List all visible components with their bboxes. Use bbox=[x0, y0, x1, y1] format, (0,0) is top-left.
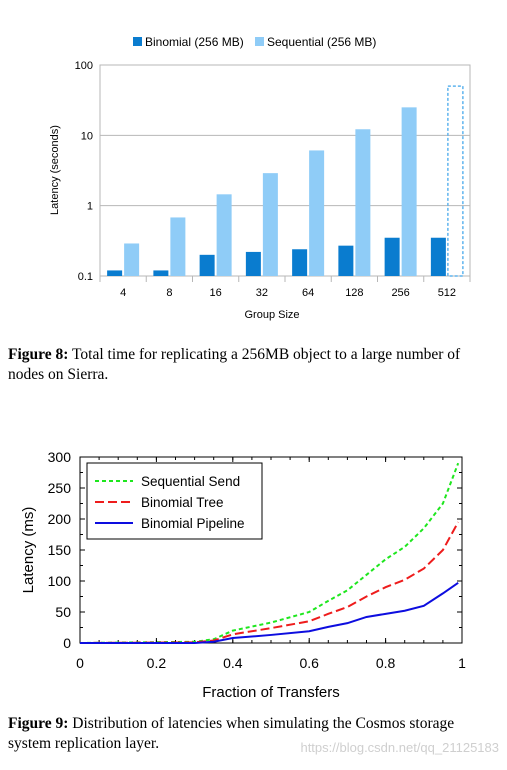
y-tick-label: 0.1 bbox=[78, 271, 93, 283]
y-tick-label: 200 bbox=[48, 511, 72, 527]
x-tick-label: 0.6 bbox=[299, 655, 319, 671]
caption-label: Figure 8: bbox=[8, 346, 69, 363]
bar bbox=[170, 217, 186, 276]
x-tick-label: 256 bbox=[391, 287, 409, 299]
x-tick-label: 0 bbox=[76, 655, 84, 671]
bar bbox=[245, 251, 261, 276]
x-tick-label: 1 bbox=[458, 655, 466, 671]
x-tick-label: 4 bbox=[120, 287, 126, 299]
y-tick-label: 300 bbox=[48, 449, 72, 465]
legend-label: Sequential Send bbox=[141, 474, 240, 489]
legend-label: Binomial Pipeline bbox=[141, 516, 245, 531]
figure-8-caption: Figure 8: Total time for replicating a 2… bbox=[8, 345, 500, 385]
chart-bars bbox=[107, 85, 464, 277]
series-line bbox=[80, 582, 459, 644]
bar bbox=[338, 245, 354, 276]
legend-label: Binomial (256 MB) bbox=[145, 35, 244, 49]
bar bbox=[384, 237, 400, 276]
legend-swatch bbox=[255, 37, 264, 46]
bar bbox=[199, 254, 215, 276]
x-tick-label: 32 bbox=[256, 287, 268, 299]
y-tick-label: 100 bbox=[48, 573, 72, 589]
x-tick-label: 16 bbox=[210, 287, 222, 299]
y-tick-label: 10 bbox=[81, 130, 93, 142]
chart-axes: 0 50 100 150 200 250 300 0 0.2 0.4 0.6 0.8 1 bbox=[48, 449, 466, 671]
caption-label: Figure 9: bbox=[8, 715, 69, 732]
y-tick-label: 250 bbox=[48, 480, 72, 496]
figure-9-caption: Figure 9: Distribution of latencies when… bbox=[8, 714, 500, 754]
bar bbox=[309, 150, 325, 276]
x-axis-label: Fraction of Transfers bbox=[202, 684, 340, 701]
x-tick-label: 0.4 bbox=[223, 655, 243, 671]
figure-8-bar-chart: Binomial (256 MB) Sequential (256 MB) 0.1… bbox=[49, 35, 471, 321]
bar bbox=[107, 270, 123, 276]
y-tick-label: 100 bbox=[75, 60, 93, 72]
x-tick-label: 64 bbox=[302, 287, 314, 299]
bar bbox=[430, 237, 446, 276]
legend-label: Sequential (256 MB) bbox=[267, 35, 376, 49]
series-line bbox=[79, 462, 460, 644]
bar bbox=[292, 249, 308, 276]
x-tick-label: 0.2 bbox=[147, 655, 167, 671]
x-tick-label: 8 bbox=[166, 287, 172, 299]
x-tick-label: 128 bbox=[345, 287, 363, 299]
y-tick-label: 150 bbox=[48, 542, 72, 558]
legend-label: Binomial Tree bbox=[141, 495, 224, 510]
chart-series-lines bbox=[79, 462, 460, 644]
y-axis-label: Latency (ms) bbox=[20, 507, 37, 594]
caption-text: Total time for replicating a 256MB objec… bbox=[8, 346, 461, 383]
bar bbox=[153, 270, 169, 276]
bar bbox=[447, 85, 464, 277]
y-tick-label: 1 bbox=[87, 201, 93, 213]
x-axis-label: Group Size bbox=[244, 309, 299, 321]
bar bbox=[216, 194, 232, 276]
bar bbox=[262, 173, 278, 276]
bar bbox=[124, 243, 140, 276]
legend-swatch bbox=[133, 37, 142, 46]
y-tick-label: 50 bbox=[55, 604, 71, 620]
x-tick-label: 0.8 bbox=[376, 655, 396, 671]
chart-axes: 0.1 1 10 100 4 8 16 32 64 128 256 512 bbox=[75, 60, 471, 299]
x-tick-label: 512 bbox=[438, 287, 456, 299]
bar bbox=[401, 107, 417, 277]
chart-legend: Sequential Send Binomial Tree Binomial Pip… bbox=[86, 462, 263, 540]
series-line bbox=[79, 521, 460, 644]
watermark: https://blog.csdn.net/qq_21125183 bbox=[300, 740, 499, 755]
y-axis-label: Latency (seconds) bbox=[49, 125, 61, 215]
chart-legend: Binomial (256 MB) Sequential (256 MB) bbox=[133, 35, 376, 49]
figure-9-line-chart: 0 50 100 150 200 250 300 0 0.2 0.4 0.6 0.8 1 Sequent… bbox=[20, 449, 466, 701]
caption-text: Distribution of latencies when simulatin… bbox=[8, 715, 455, 752]
bar bbox=[355, 129, 371, 276]
y-tick-label: 0 bbox=[63, 635, 71, 651]
